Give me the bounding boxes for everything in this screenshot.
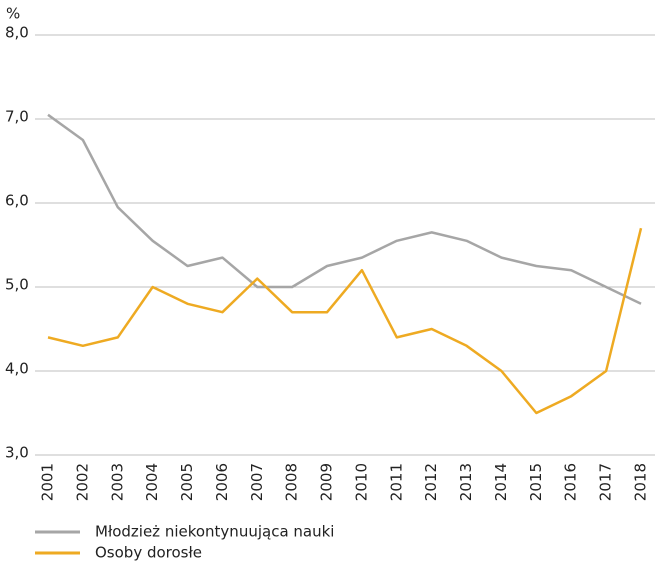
legend-label: Młodzież niekontynuująca nauki [95,523,334,541]
x-tick-label: 2004 [143,463,161,501]
series-line [47,227,643,415]
x-tick-label: 2009 [318,463,336,501]
x-tick-label: 2011 [387,463,405,501]
x-tick-label: 2008 [283,463,301,501]
x-tick-label: 2003 [108,463,126,501]
series-line [47,113,642,305]
x-tick-label: 2014 [492,463,510,501]
y-unit-label: % [6,5,20,23]
x-tick-label: 2007 [248,463,266,501]
y-tick-label: 5,0 [5,276,29,294]
x-tick-label: 2018 [632,463,650,501]
x-tick-label: 2002 [73,463,91,501]
x-tick-label: 2010 [352,463,370,501]
y-tick-label: 6,0 [5,192,29,210]
x-tick-label: 2017 [597,463,615,501]
x-tick-label: 2016 [562,463,580,501]
x-tick-label: 2015 [527,463,545,501]
legend-label: Osoby dorosłe [95,544,202,562]
x-tick-label: 2006 [213,463,231,501]
x-tick-label: 2012 [422,463,440,501]
y-tick-label: 8,0 [5,24,29,42]
y-tick-label: 4,0 [5,360,29,378]
x-tick-label: 2005 [178,463,196,501]
x-tick-label: 2001 [39,463,57,501]
x-tick-label: 2013 [457,463,475,501]
y-tick-label: 3,0 [5,444,29,462]
y-tick-label: 7,0 [5,108,29,126]
